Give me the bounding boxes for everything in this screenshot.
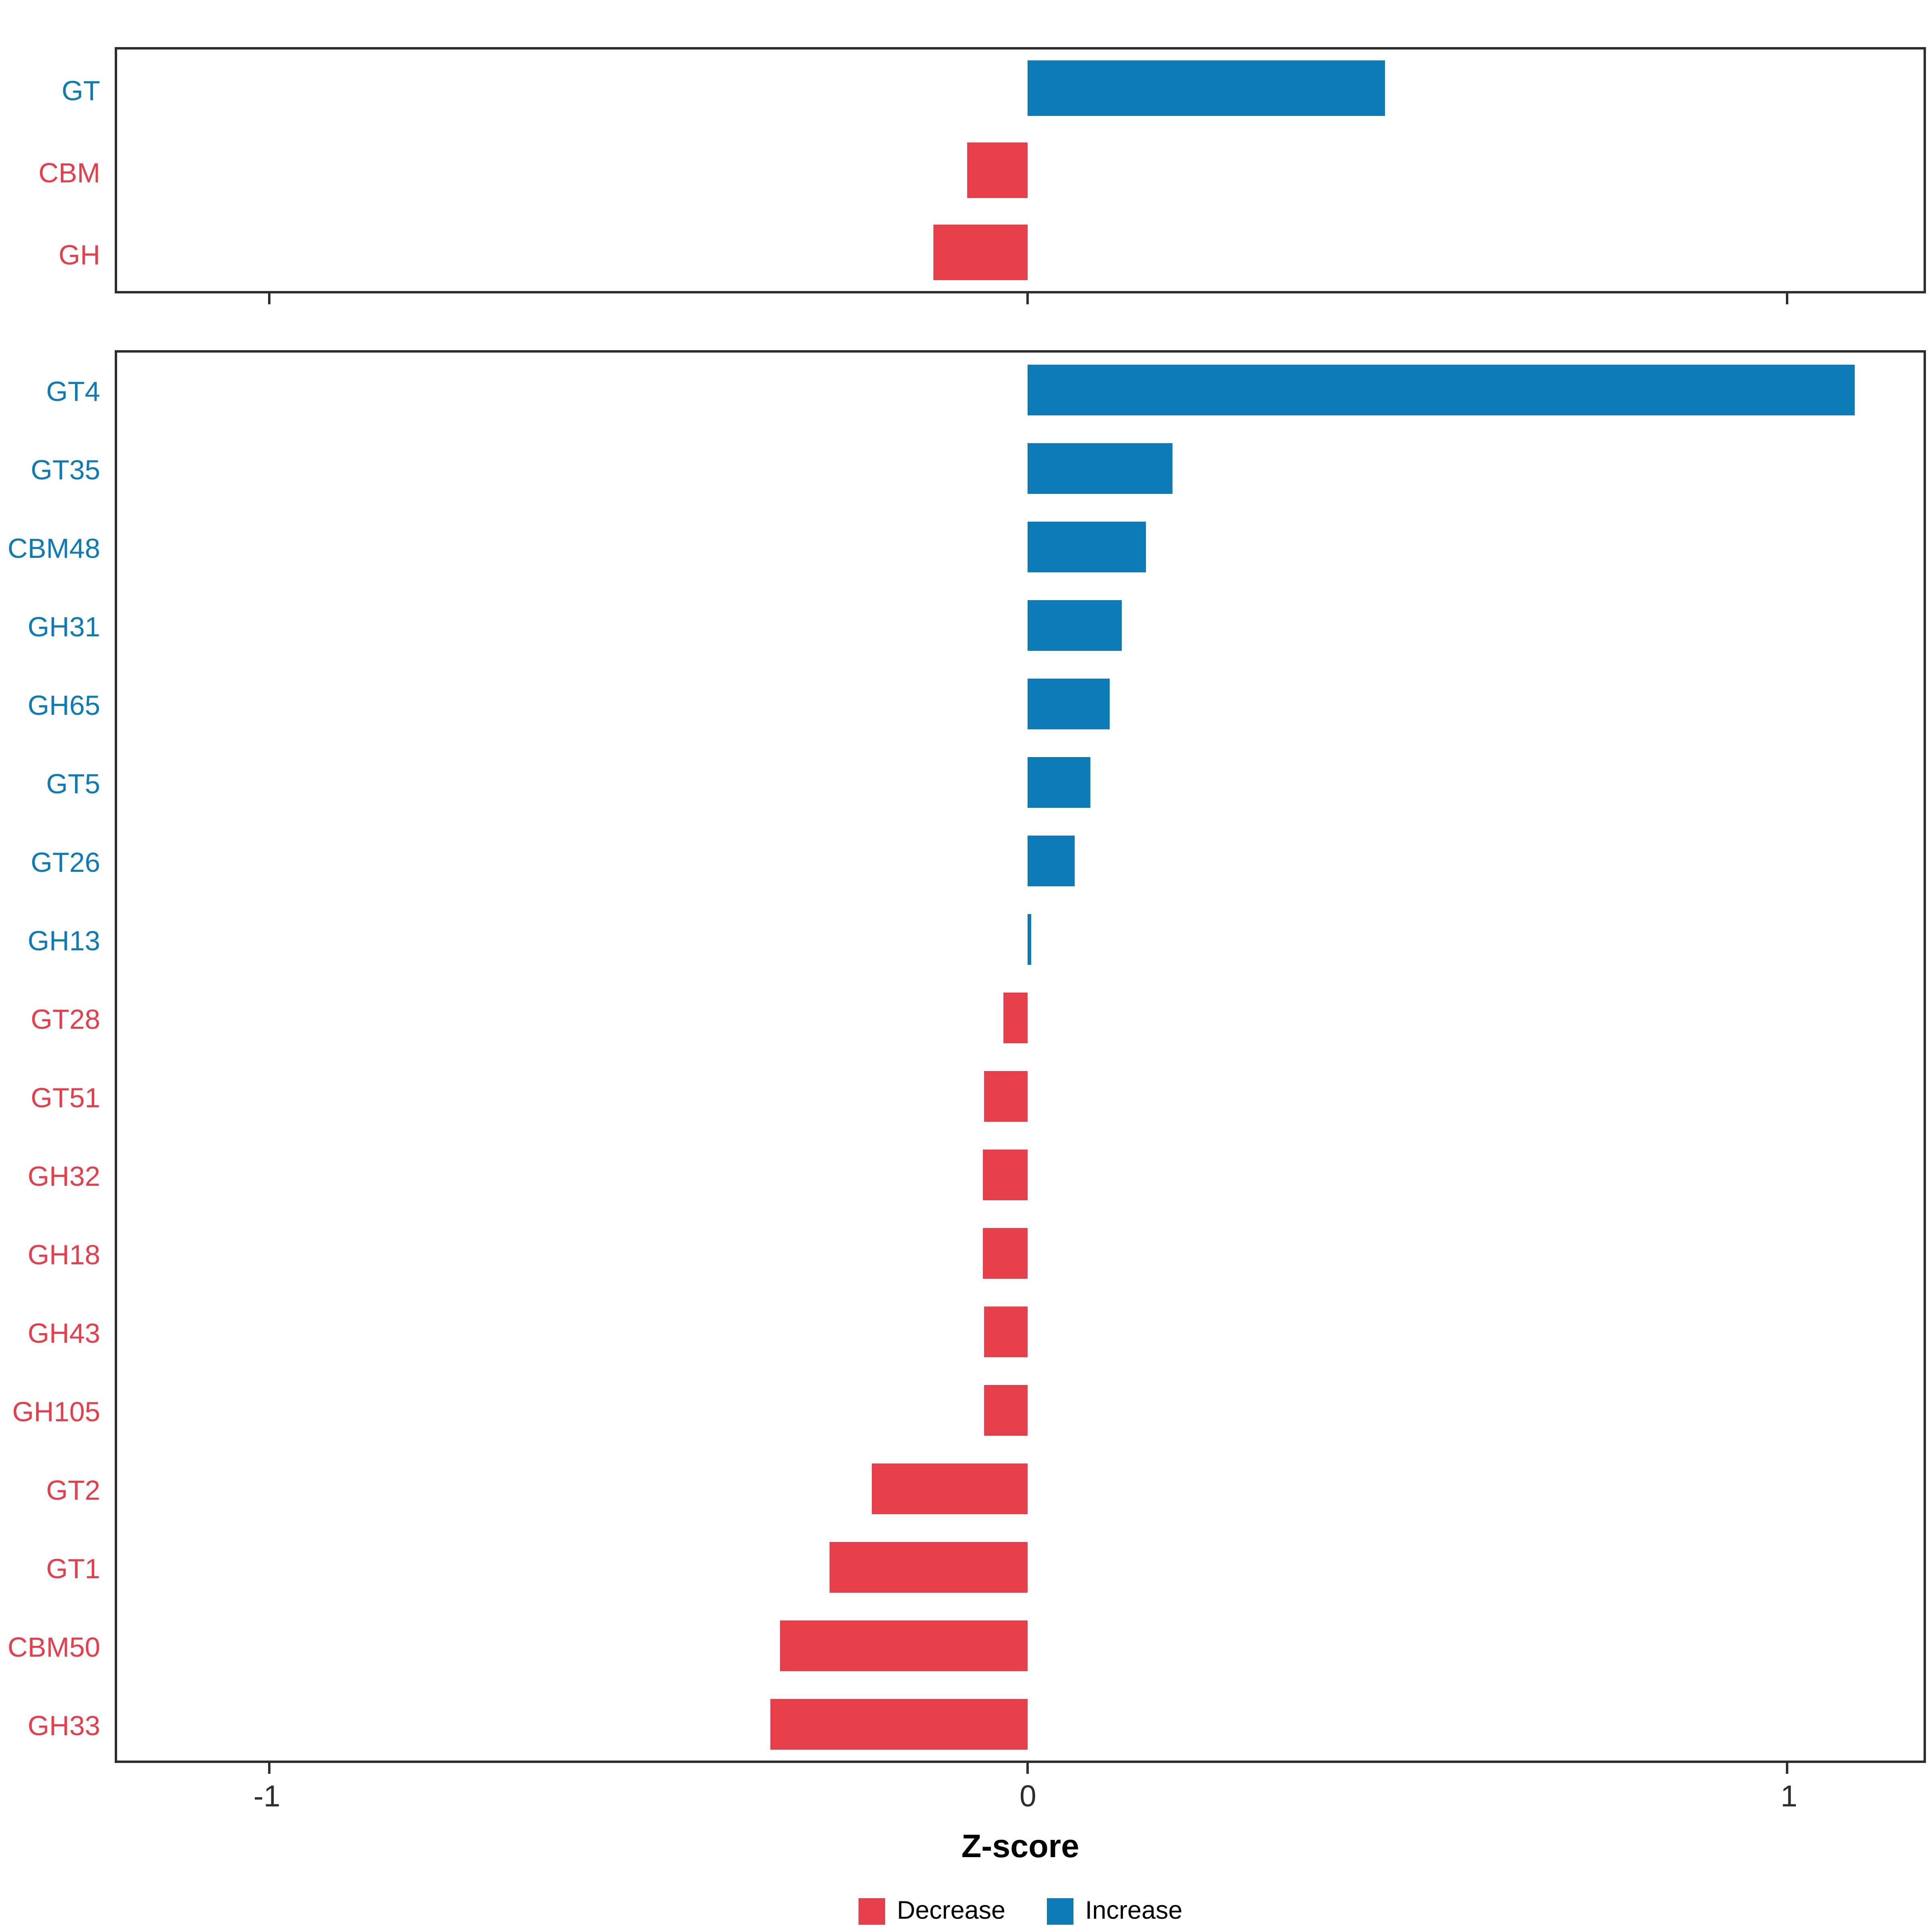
- bar: [780, 1620, 1028, 1671]
- bar: [770, 1698, 1028, 1749]
- category-label: CBM50: [7, 1631, 100, 1663]
- category-label: GH43: [27, 1317, 100, 1349]
- category-label: GH: [58, 238, 101, 270]
- bar: [872, 1463, 1028, 1514]
- bar: [982, 1149, 1028, 1200]
- category-label: GT28: [31, 1003, 100, 1035]
- category-label: GH31: [27, 611, 100, 642]
- bar: [829, 1541, 1028, 1592]
- x-axis-tick-label: 1: [1780, 1780, 1798, 1814]
- legend-swatch-decrease: [858, 1898, 885, 1925]
- category-label: GT: [62, 74, 100, 106]
- x-axis-title: Z-score: [961, 1828, 1080, 1864]
- bar: [967, 142, 1028, 198]
- panel-bottom-plot-area: [115, 350, 1926, 1774]
- category-label: CBM: [38, 156, 100, 188]
- category-label: GH32: [27, 1160, 100, 1192]
- category-label: GT51: [31, 1082, 100, 1113]
- legend-label: Increase: [1085, 1897, 1183, 1925]
- bar: [1028, 364, 1856, 415]
- category-label: GT2: [46, 1474, 100, 1506]
- category-label: GT1: [46, 1553, 100, 1584]
- bar: [1003, 992, 1028, 1043]
- bar: [984, 1070, 1028, 1121]
- bar: [984, 1306, 1028, 1357]
- x-axis-tick-label: -1: [253, 1780, 281, 1814]
- bar: [1028, 442, 1172, 493]
- panel-gap: [0, 296, 1932, 350]
- axis-tick-mark: [1026, 1763, 1029, 1774]
- legend-swatch-increase: [1046, 1898, 1073, 1925]
- bar: [1028, 678, 1110, 729]
- panel-top: GT CBM GH: [0, 47, 1932, 304]
- bar: [1028, 756, 1090, 807]
- category-label: GT4: [46, 376, 100, 407]
- category-label: GH105: [12, 1396, 100, 1427]
- bar: [1028, 913, 1032, 964]
- legend: Decrease Increase: [115, 1897, 1926, 1926]
- bar: [1028, 60, 1385, 116]
- bar: [984, 1384, 1028, 1435]
- axis-tick-mark: [1026, 293, 1029, 304]
- bar: [982, 1227, 1028, 1278]
- legend-item-decrease: Decrease: [858, 1897, 1005, 1926]
- panel-top-plot-area: [115, 47, 1926, 304]
- category-label: GH18: [27, 1239, 100, 1270]
- bar: [1028, 521, 1146, 572]
- axis-tick-mark: [1785, 293, 1788, 304]
- bar: [1028, 835, 1075, 886]
- panel-bottom: GT4 GT35 CBM48 GH31 GH65 GT5 GT26 GH13 GT28 GT51 G…: [0, 350, 1932, 1774]
- category-label: GH13: [27, 925, 100, 956]
- category-label: GT35: [31, 454, 100, 485]
- category-label: CBM48: [7, 533, 100, 564]
- bar: [1028, 599, 1121, 650]
- category-label: GH65: [27, 689, 100, 721]
- category-label: GT5: [46, 768, 100, 799]
- x-axis-tick-labels: -1 0 1: [115, 1780, 1926, 1821]
- x-axis-tick-label: 0: [1020, 1780, 1036, 1814]
- x-axis-title-row: Z-score: [115, 1828, 1926, 1866]
- legend-label: Decrease: [897, 1897, 1006, 1925]
- category-label: GT26: [31, 846, 100, 878]
- bar: [933, 225, 1028, 280]
- panel-bottom-y-axis-labels: GT4 GT35 CBM48 GH31 GH65 GT5 GT26 GH13 GT28 GT51 G…: [0, 350, 115, 1765]
- panel-top-y-axis-labels: GT CBM GH: [0, 47, 115, 296]
- axis-tick-mark: [268, 1763, 270, 1774]
- legend-item-increase: Increase: [1046, 1897, 1183, 1926]
- category-label: GH33: [27, 1710, 100, 1741]
- axis-tick-mark: [268, 293, 270, 304]
- axis-tick-mark: [1785, 1763, 1788, 1774]
